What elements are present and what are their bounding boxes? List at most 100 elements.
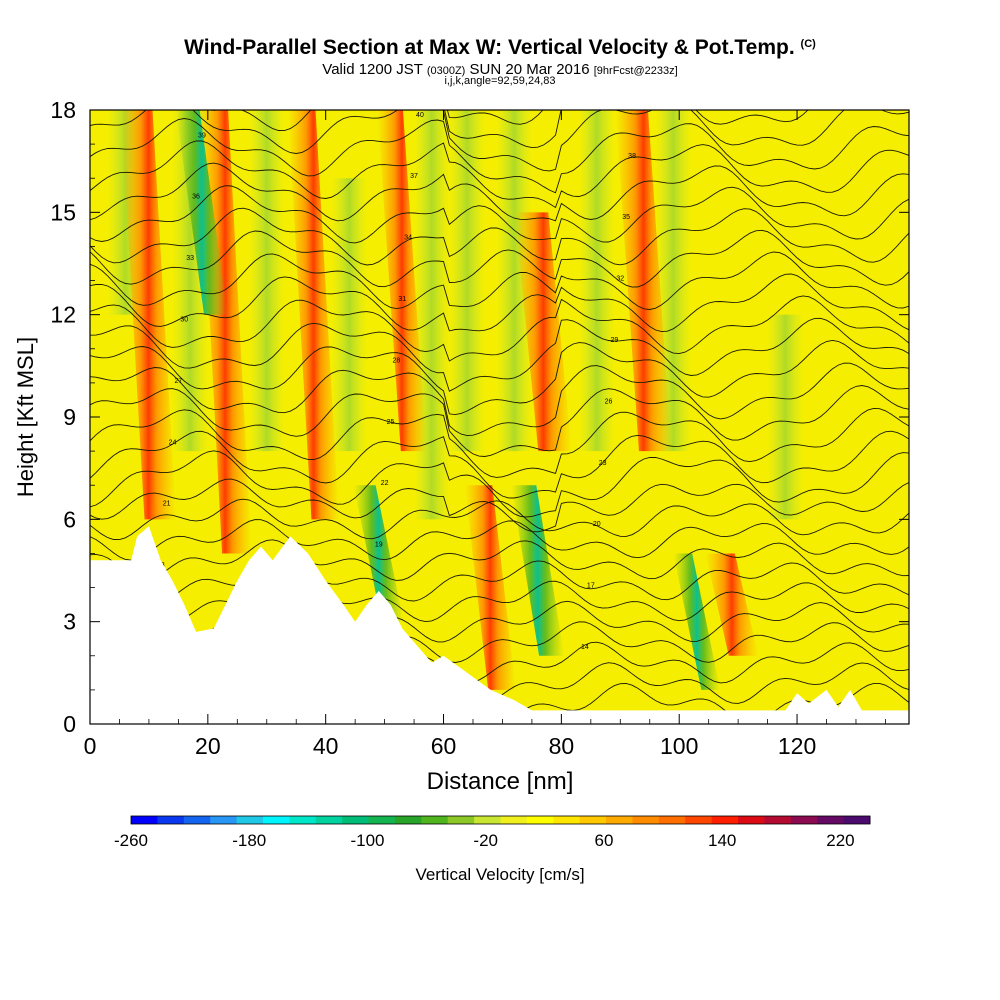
theta-contour-17 [90, 317, 909, 392]
weak-band-2 [249, 110, 285, 452]
contour-label-11: 23 [599, 460, 607, 467]
terrain-mask [90, 526, 909, 724]
contour-label-18: 30 [180, 316, 188, 323]
theta-contour-27 [90, 110, 909, 172]
colorbar-swatch-27 [843, 816, 871, 824]
updraft-column-6 [615, 110, 672, 452]
y-axis-label: Height [Kft MSL] [13, 337, 38, 497]
colorbar-swatch-17 [579, 816, 607, 824]
colorbar-swatch-12 [447, 816, 475, 824]
y-tick-label-5: 15 [50, 199, 76, 225]
title-copyright-mark: (C) [800, 38, 816, 50]
colorbar-swatch-5 [262, 816, 290, 824]
contour-label-24: 36 [192, 194, 200, 201]
colorbar-swatch-7 [315, 816, 343, 824]
theta-contours: 1213141516171819202122232425262728293031… [90, 110, 909, 724]
colorbar-swatch-4 [236, 816, 264, 824]
colorbar-tick-label-4: 60 [594, 831, 613, 850]
y-tick-label-4: 12 [50, 302, 76, 328]
updraft-column-7 [705, 553, 759, 656]
contour-label-19: 31 [398, 296, 406, 303]
y-tick-label-1: 3 [63, 609, 76, 635]
x-tick-label-4: 80 [549, 733, 575, 759]
contour-label-5: 17 [587, 583, 595, 590]
weak-band-5 [449, 110, 485, 452]
contour-label-7: 19 [375, 542, 383, 549]
weak-band-4 [414, 110, 450, 520]
x-tick-label-5: 100 [660, 733, 698, 759]
colorbar-label: Vertical Velocity [cm/s] [415, 865, 584, 884]
weak-band-7 [579, 110, 615, 452]
contour-label-8: 20 [593, 521, 601, 528]
colorbar-swatch-15 [526, 816, 554, 824]
contour-label-9: 21 [163, 501, 171, 508]
downdraft-column-3 [673, 553, 721, 690]
colorbar-swatch-9 [368, 816, 396, 824]
subtitle-date: SUN 20 Mar 2016 [469, 61, 590, 78]
contour-label-2: 14 [581, 644, 589, 651]
colorbar-swatch-3 [210, 816, 238, 824]
chart-subtitle-indices: i,j,k,angle=92,59,24,83 [444, 75, 556, 87]
colorbar: -260 -180 -100 -20 60 140 220 [114, 815, 871, 850]
contour-label-21: 33 [186, 255, 194, 262]
contour-label-22: 34 [404, 235, 412, 242]
theta-contour-11 [90, 450, 909, 518]
colorbar-swatch-18 [606, 816, 633, 824]
colorbar-swatch-19 [632, 816, 660, 824]
theta-contour-25 [90, 140, 909, 209]
colorbar-swatch-23 [738, 816, 765, 824]
colorbar-tick-label-2: -100 [350, 831, 384, 850]
colorbar-swatch-0 [131, 816, 158, 824]
weak-band-9 [767, 314, 803, 520]
theta-contour-16 [90, 339, 909, 416]
updraft-column-0 [121, 110, 176, 520]
downdraft-column-2 [511, 485, 565, 656]
theta-contour-28 [207, 110, 809, 149]
velocity-field [107, 110, 803, 690]
y-tick-label-3: 9 [63, 404, 76, 430]
colorbar-tick-label-1: -180 [232, 831, 266, 850]
chart-subtitle: Valid 1200 JST (0300Z) SUN 20 Mar 2016 [… [0, 61, 1000, 78]
theta-contour-12 [90, 430, 909, 499]
contour-label-14: 26 [605, 398, 613, 405]
x-tick-label-0: 0 [84, 733, 97, 759]
theta-contour-19 [90, 273, 909, 333]
theta-contour-10 [90, 478, 909, 533]
colorbar-swatch-1 [157, 816, 185, 824]
colorbar-swatch-11 [421, 816, 449, 824]
updraft-column-2 [288, 110, 339, 520]
colorbar-swatch-10 [394, 816, 422, 824]
theta-contour-20 [90, 251, 909, 310]
subtitle-forecast: [9hrFcst@2233z] [593, 65, 678, 77]
colorbar-swatch-20 [658, 816, 686, 824]
contour-label-16: 28 [392, 357, 400, 364]
colorbar-tick-label-6: 220 [826, 831, 854, 850]
colorbar-swatch-24 [764, 816, 792, 824]
theta-contour-7 [90, 539, 909, 581]
theta-contour-8 [90, 519, 909, 561]
colorbar-swatch-22 [711, 816, 739, 824]
x-tick-label-2: 40 [313, 733, 339, 759]
colorbar-swatch-13 [474, 816, 501, 824]
colorbar-swatch-16 [553, 816, 581, 824]
y-tick-label-2: 6 [63, 506, 76, 532]
chart-title: Wind-Parallel Section at Max W: Vertical… [184, 36, 816, 59]
theta-contour-6 [90, 559, 909, 602]
theta-contour-21 [90, 229, 909, 288]
contour-label-28: 40 [416, 112, 424, 119]
x-tick-label-1: 20 [195, 733, 221, 759]
x-tick-label-6: 120 [778, 733, 816, 759]
contour-label-27: 39 [198, 132, 206, 139]
theta-contour-5 [90, 580, 909, 623]
contour-label-10: 22 [381, 480, 389, 487]
theta-contour-26 [90, 118, 909, 194]
subtitle-utc: (0300Z) [426, 65, 466, 77]
subtitle-valid: Valid 1200 JST [322, 61, 423, 78]
contour-label-17: 29 [610, 337, 618, 344]
theta-contour-29 [446, 110, 544, 125]
contour-label-12: 24 [169, 439, 177, 446]
theta-contour-23 [90, 185, 909, 244]
x-tick-label-3: 60 [431, 733, 457, 759]
downdraft-column-1 [353, 485, 404, 622]
